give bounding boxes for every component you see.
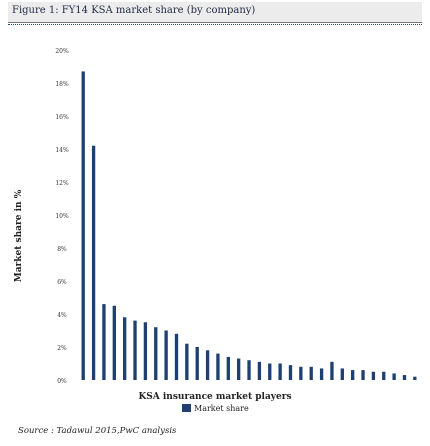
bar (226, 356, 230, 380)
bar (102, 304, 106, 380)
bar (309, 366, 313, 380)
bar (319, 368, 324, 380)
bar (268, 363, 272, 380)
bar (174, 333, 179, 380)
y-axis-ticks: 20% 18% 16% 14% 12% 10% 8% 6% 4% 2% 0% (55, 48, 69, 385)
bar (351, 370, 355, 380)
bar (143, 322, 148, 380)
bar (185, 343, 189, 380)
bar (164, 330, 168, 380)
bar (257, 361, 262, 380)
source-note: Source : Tadawul 2015,PwC analysis (18, 426, 177, 436)
bar (133, 320, 137, 380)
y-tick-label: 14% (55, 147, 69, 154)
y-tick-label: 8% (57, 246, 67, 253)
bars (81, 71, 417, 380)
bar (340, 368, 344, 380)
bar (330, 361, 334, 380)
legend-label: Market share (194, 404, 249, 413)
y-tick-label: 2% (57, 345, 67, 352)
bar (247, 360, 251, 380)
y-tick-label: 16% (55, 114, 69, 121)
y-axis-label: Market share in % (14, 189, 24, 282)
y-tick-label: 10% (55, 213, 69, 220)
figure-title: Figure 1: FY14 KSA market share (by comp… (12, 5, 256, 16)
bar (361, 370, 365, 380)
bar (299, 366, 303, 380)
y-tick-label: 20% (55, 48, 69, 55)
bar (112, 305, 116, 380)
bar (91, 145, 96, 380)
bar (371, 371, 376, 380)
bar (382, 371, 386, 380)
bar (237, 358, 241, 380)
legend: Market share (182, 404, 249, 413)
bar (392, 373, 396, 380)
y-tick-label: 6% (57, 279, 67, 286)
bar (278, 363, 282, 380)
bar (402, 375, 407, 380)
bar (154, 327, 158, 380)
y-tick-label: 18% (55, 81, 69, 88)
title-divider (8, 24, 422, 25)
bar (413, 376, 417, 380)
y-tick-label: 0% (57, 378, 67, 385)
figure-title-bar: Figure 1: FY14 KSA market share (by comp… (8, 2, 422, 23)
bar (205, 350, 210, 380)
bar (288, 365, 293, 380)
y-tick-label: 12% (55, 180, 69, 187)
x-axis-label: KSA insurance market players (138, 392, 291, 402)
bar (81, 71, 85, 380)
bar (123, 317, 127, 380)
bar (195, 347, 199, 380)
legend-swatch (182, 404, 191, 412)
bar (216, 353, 220, 380)
y-tick-label: 4% (57, 312, 67, 319)
